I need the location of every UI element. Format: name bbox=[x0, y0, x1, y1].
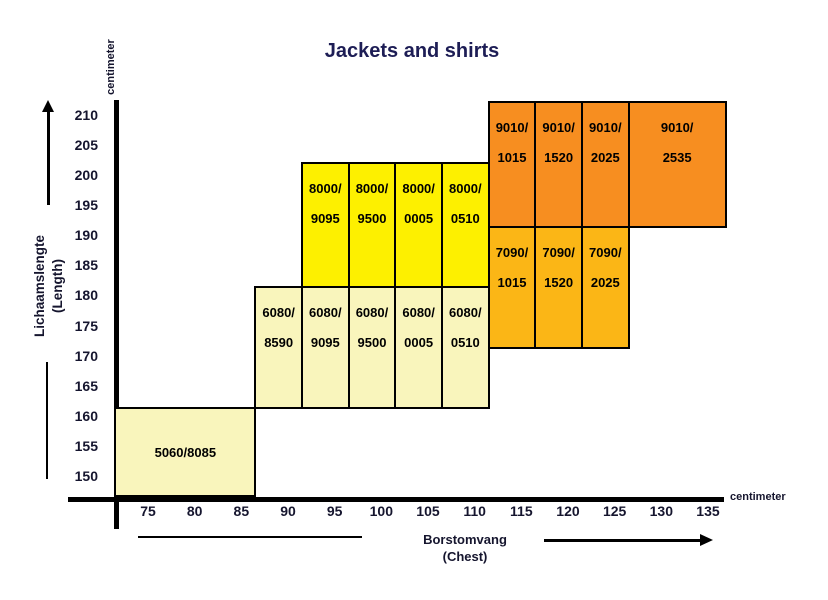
size-block-8000-9095: 8000/9095 bbox=[300, 161, 350, 289]
chest-range-line bbox=[138, 536, 362, 538]
size-code-text: 9010/ bbox=[542, 119, 575, 135]
size-code-text: 0005 bbox=[404, 335, 434, 351]
x-tick-label: 125 bbox=[602, 503, 627, 519]
size-code-text: 7090/ bbox=[542, 245, 575, 261]
y-tick-label: 195 bbox=[74, 197, 98, 214]
size-code-text: 6080/ bbox=[309, 305, 342, 321]
size-code-text: 1520 bbox=[544, 275, 574, 291]
size-code-text: 8000/ bbox=[355, 180, 389, 196]
x-tick-label: 115 bbox=[510, 503, 533, 519]
y-tick-label: 155 bbox=[74, 437, 98, 454]
x-axis-title-main: Borstomvang bbox=[423, 532, 507, 547]
y-tick-label: 150 bbox=[74, 468, 98, 484]
y-tick-label: 170 bbox=[74, 347, 98, 364]
size-code-text: 8000/ bbox=[402, 180, 435, 196]
size-block-6080-9500: 6080/9500 bbox=[347, 286, 397, 409]
size-code-text: 1015 bbox=[497, 275, 527, 291]
y-tick-label: 165 bbox=[74, 377, 98, 394]
size-code-text: 9500 bbox=[357, 210, 387, 226]
length-range-line bbox=[46, 362, 48, 479]
size-block-6080-0510: 6080/0510 bbox=[440, 286, 490, 409]
size-block-9010-2025: 9010/2025 bbox=[580, 100, 630, 229]
x-tick-label: 95 bbox=[326, 503, 343, 519]
size-code-text: 2535 bbox=[662, 149, 692, 165]
x-axis-title-sub: (Chest) bbox=[442, 549, 488, 564]
y-tick-label: 160 bbox=[74, 407, 98, 424]
size-code-text: 9010/ bbox=[495, 119, 529, 135]
size-block-9010-1015: 9010/1015 bbox=[487, 100, 537, 229]
size-block-7090-1520: 7090/1520 bbox=[534, 226, 583, 349]
x-axis-unit-label: centimeter bbox=[730, 491, 786, 503]
size-block-6080-8590: 6080/8590 bbox=[254, 286, 303, 409]
chart-title: Jackets and shirts bbox=[324, 40, 500, 62]
y-axis-title-main: Lichaamslengte bbox=[32, 234, 47, 338]
x-tick-label: 135 bbox=[696, 503, 720, 519]
size-code-text: 1015 bbox=[497, 149, 527, 165]
size-code-text: 6080/ bbox=[402, 305, 435, 321]
size-code-text: 5060/8085 bbox=[154, 444, 217, 460]
size-code-text: 7090/ bbox=[589, 245, 622, 261]
size-code-text: 2025 bbox=[590, 275, 620, 291]
size-code-text: 2025 bbox=[590, 149, 620, 165]
x-tick-label: 75 bbox=[140, 503, 156, 519]
size-code-text: 0510 bbox=[450, 210, 480, 226]
size-code-text: 9010/ bbox=[589, 119, 622, 135]
x-tick-label: 100 bbox=[369, 503, 393, 519]
right-arrow-shaft bbox=[544, 539, 702, 542]
size-code-text: 0005 bbox=[404, 210, 434, 226]
size-block-6080-9095: 6080/9095 bbox=[300, 286, 350, 409]
y-tick-label: 210 bbox=[74, 106, 98, 123]
x-tick-label: 85 bbox=[233, 503, 250, 519]
size-code-text: 9010/ bbox=[660, 119, 694, 135]
y-axis-unit-label: centimeter bbox=[105, 39, 117, 95]
x-axis-title: Borstomvang (Chest) bbox=[395, 531, 535, 565]
size-code-text: 7090/ bbox=[495, 245, 529, 261]
x-tick-label: 90 bbox=[280, 503, 296, 519]
x-tick-label: 130 bbox=[649, 503, 673, 519]
size-block-9010-2535: 9010/2535 bbox=[627, 100, 727, 229]
size-block-7090-2025: 7090/2025 bbox=[580, 226, 630, 349]
size-code-text: 6080/ bbox=[355, 305, 389, 321]
y-tick-label: 190 bbox=[74, 227, 98, 244]
size-code-text: 6080/ bbox=[449, 305, 482, 321]
y-tick-label: 205 bbox=[74, 136, 98, 153]
x-axis-line bbox=[68, 497, 724, 502]
right-arrow-icon bbox=[700, 534, 713, 546]
size-block-9010-1520: 9010/1520 bbox=[534, 100, 583, 229]
x-tick-label: 110 bbox=[463, 503, 486, 519]
size-block-8000-0510: 8000/0510 bbox=[440, 161, 490, 289]
size-code-text: 8590 bbox=[264, 335, 294, 351]
y-axis-line bbox=[114, 100, 119, 529]
size-code-text: 9095 bbox=[310, 210, 340, 226]
size-code-text: 9500 bbox=[357, 335, 387, 351]
y-tick-label: 175 bbox=[74, 317, 98, 334]
up-arrow-icon bbox=[42, 100, 54, 112]
x-tick-label: 80 bbox=[186, 503, 203, 519]
size-block-8000-0005: 8000/0005 bbox=[394, 161, 443, 289]
size-block-5060-8085: 5060/8085 bbox=[114, 406, 257, 498]
size-code-text: 0510 bbox=[450, 335, 480, 351]
size-code-text: 1520 bbox=[544, 149, 574, 165]
size-code-text: 8000/ bbox=[309, 180, 342, 196]
size-code-text: 8000/ bbox=[449, 180, 482, 196]
size-code-text: 9095 bbox=[310, 335, 340, 351]
x-tick-label: 120 bbox=[556, 503, 580, 519]
y-tick-label: 185 bbox=[74, 257, 98, 274]
size-code-text: 6080/ bbox=[262, 305, 295, 321]
up-arrow-shaft bbox=[47, 110, 50, 205]
size-block-7090-1015: 7090/1015 bbox=[487, 226, 537, 349]
y-tick-label: 200 bbox=[74, 167, 98, 183]
size-block-6080-0005: 6080/0005 bbox=[394, 286, 443, 409]
size-block-8000-9500: 8000/9500 bbox=[347, 161, 397, 289]
y-tick-label: 180 bbox=[74, 287, 98, 304]
x-tick-label: 105 bbox=[416, 503, 440, 519]
